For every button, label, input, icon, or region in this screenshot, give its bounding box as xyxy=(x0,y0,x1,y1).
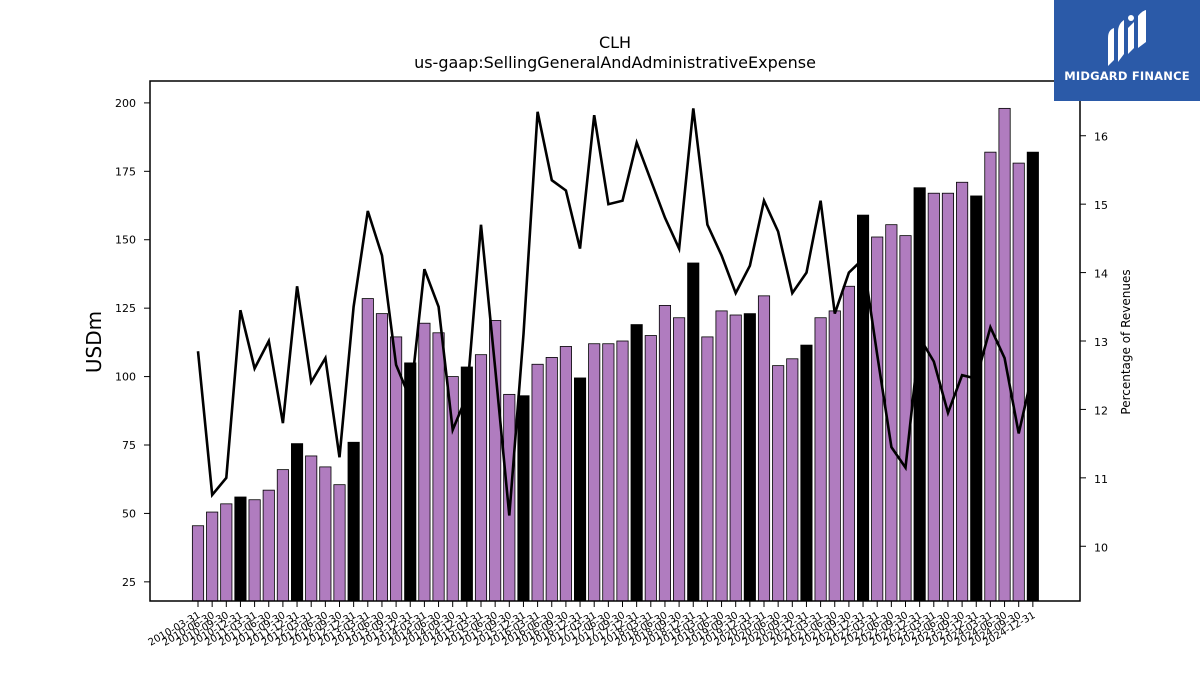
x-axis: 2010-03-312010-06-302010-09-302010-12-31… xyxy=(147,601,1037,649)
y-tick-label: 50 xyxy=(122,507,136,520)
y-tick-label: 25 xyxy=(122,576,136,589)
y2-tick-label: 14 xyxy=(1094,268,1108,281)
bar xyxy=(361,298,374,602)
bar xyxy=(474,354,488,602)
bar-series xyxy=(191,107,1039,602)
bar xyxy=(828,310,841,602)
bar xyxy=(588,343,601,602)
chart-title: CLH xyxy=(599,33,631,52)
bar xyxy=(290,443,304,602)
bar xyxy=(743,313,756,602)
bar xyxy=(630,324,643,602)
bar xyxy=(545,357,558,602)
y2-axis: 10 11 12 13 14 15 16 xyxy=(1080,131,1108,554)
y-tick-label: 150 xyxy=(115,234,136,247)
bar xyxy=(729,314,742,602)
bar xyxy=(191,525,205,602)
bar xyxy=(319,466,332,602)
bar xyxy=(503,393,516,602)
bar xyxy=(418,322,431,602)
y-tick-label: 75 xyxy=(122,439,136,452)
chart-subtitle: us-gaap:SellingGeneralAndAdministrativeE… xyxy=(414,53,816,72)
bar xyxy=(871,236,884,602)
y-tick-label: 200 xyxy=(115,97,136,110)
y2-axis-label: Percentage of Revenues xyxy=(1119,269,1133,414)
bar xyxy=(715,310,728,602)
bar xyxy=(772,365,785,602)
y2-tick-label: 16 xyxy=(1094,131,1108,144)
bar xyxy=(375,313,388,602)
bar xyxy=(602,343,615,602)
bar xyxy=(248,499,261,602)
y2-tick-label: 15 xyxy=(1094,199,1108,212)
plot-frame xyxy=(149,80,1081,602)
bar xyxy=(206,511,219,602)
bar xyxy=(913,187,926,602)
bar xyxy=(658,305,671,602)
y-axis: 25 50 75 100 125 150 175 200 xyxy=(115,97,150,589)
percentage-line xyxy=(196,108,1035,516)
bar xyxy=(531,363,544,602)
bar xyxy=(998,107,1011,602)
y-axis-label: USDm xyxy=(82,311,106,373)
logo-icon xyxy=(1108,10,1146,66)
brand-logo: MIDGARD FINANCE xyxy=(1054,0,1200,101)
line-series xyxy=(196,108,1035,516)
bar xyxy=(616,340,629,602)
y2-tick-label: 12 xyxy=(1094,404,1108,417)
bar xyxy=(262,489,275,602)
bar xyxy=(305,455,318,602)
bar xyxy=(701,336,714,602)
bar xyxy=(800,344,813,602)
bar xyxy=(1012,162,1025,602)
bar xyxy=(687,262,700,602)
y-tick-label: 175 xyxy=(115,165,136,178)
bar xyxy=(927,192,940,602)
bar xyxy=(446,376,459,602)
bar xyxy=(559,346,572,602)
y2-tick-label: 13 xyxy=(1094,336,1108,349)
bar xyxy=(333,484,346,602)
y-tick-label: 125 xyxy=(115,302,136,315)
bar xyxy=(842,285,855,602)
y2-tick-label: 10 xyxy=(1094,541,1108,554)
bar xyxy=(574,377,587,602)
bar xyxy=(814,317,827,602)
bar xyxy=(432,332,445,602)
bar xyxy=(220,503,233,602)
bar xyxy=(899,235,912,602)
bar xyxy=(517,395,530,602)
bar xyxy=(644,335,657,602)
y2-tick-label: 11 xyxy=(1094,473,1108,486)
bar xyxy=(234,496,247,602)
bar xyxy=(984,151,997,602)
bar xyxy=(857,214,870,602)
bar xyxy=(786,358,799,602)
bar xyxy=(673,317,686,602)
y-tick-label: 100 xyxy=(115,371,136,384)
bar xyxy=(956,181,969,602)
bar xyxy=(970,195,983,602)
bar xyxy=(347,441,360,602)
bar xyxy=(276,469,289,602)
logo-text: MIDGARD FINANCE xyxy=(1064,69,1190,83)
bar xyxy=(757,295,771,602)
